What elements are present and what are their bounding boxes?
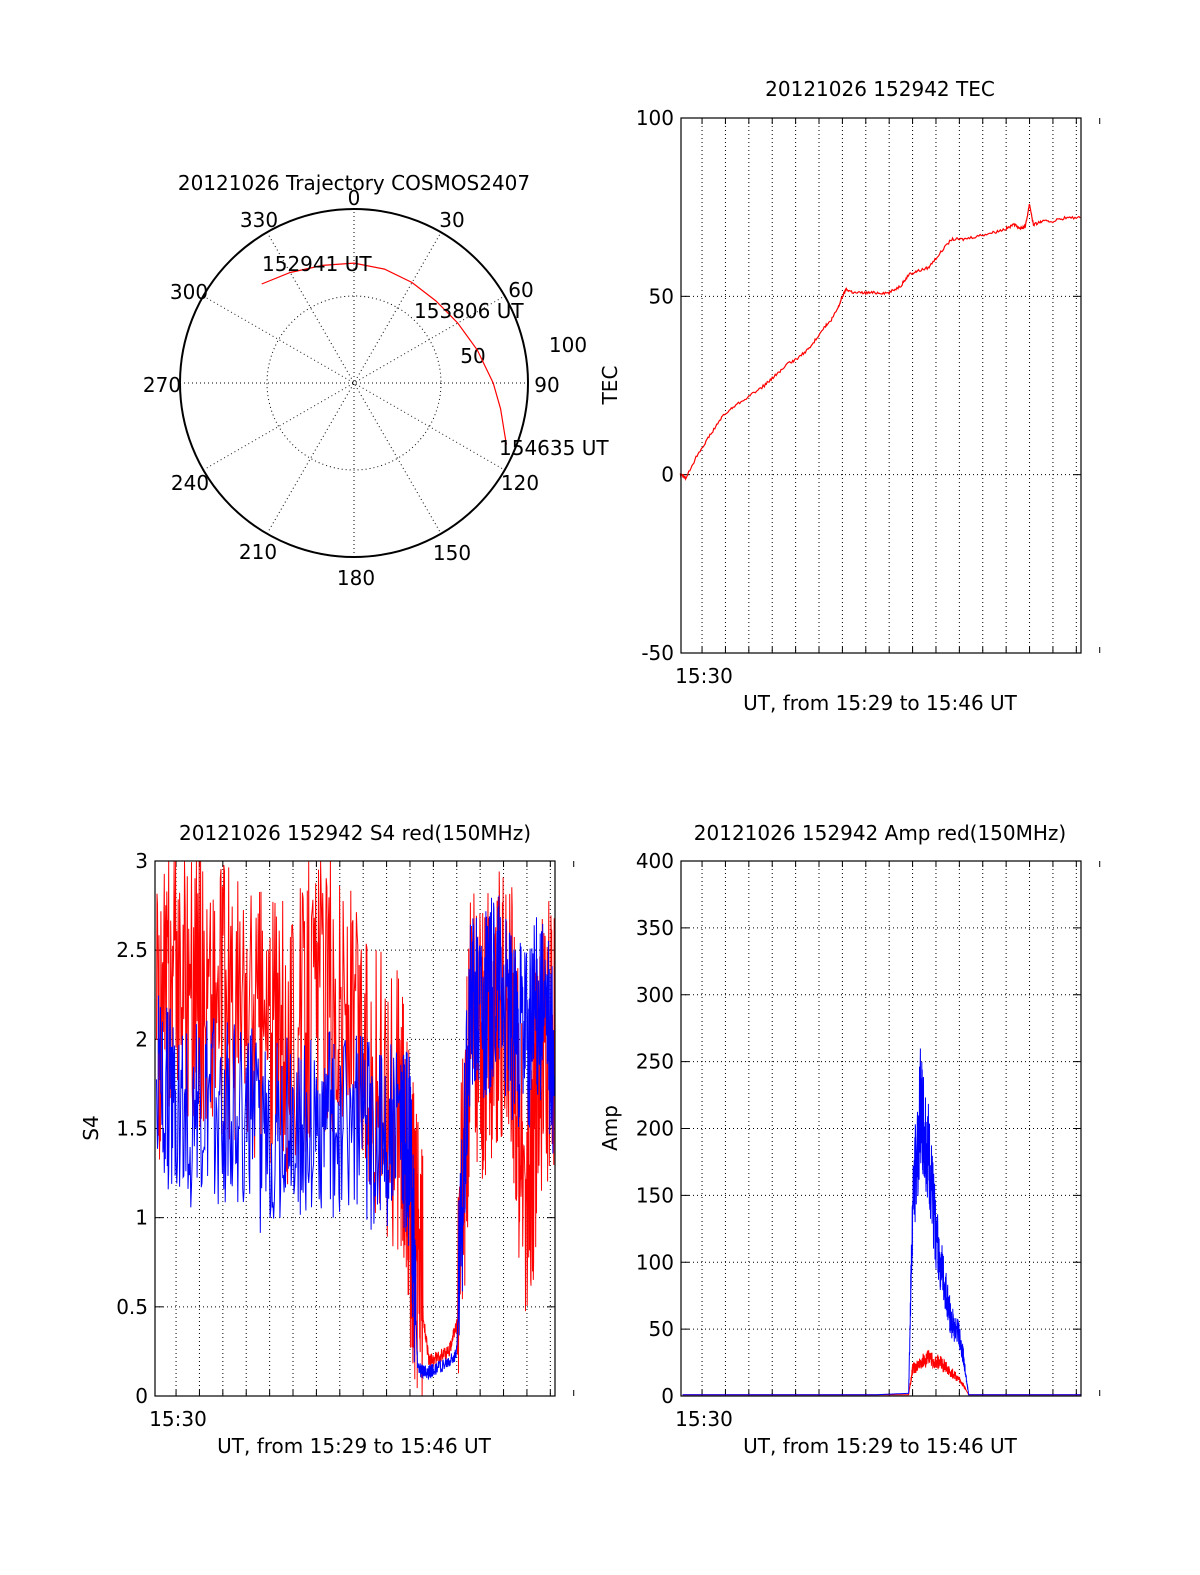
s4-xlabel: UT, from 15:29 to 15:46 UT	[217, 1434, 492, 1458]
satellite-track	[261, 262, 507, 445]
amp-series	[682, 1048, 1081, 1396]
polar-angle-label: 210	[239, 540, 277, 564]
s4-chart: 20121026 152942 S4 red(150MHz) 3 2.5 2 1.5 1…	[79, 821, 575, 1458]
tec-ytick-label: 100	[636, 106, 674, 130]
amp-xtick: 15:30	[675, 1407, 733, 1431]
amp-ytick-label: 50	[649, 1317, 674, 1341]
polar-angle-label: 150	[433, 541, 471, 565]
polar-angle-label: 180	[337, 566, 375, 590]
polar-angle-labels: 0 30 60 90 120 150 180 210 240 270 300 330	[143, 186, 560, 590]
s4-series-line	[156, 895, 556, 1380]
polar-angle-label: 0	[348, 186, 361, 210]
s4-ytick-label: 3	[135, 849, 148, 873]
amp-plot-frame	[680, 860, 1082, 1397]
s4-tick-labels: 3 2.5 2 1.5 1 0.5 0	[116, 849, 148, 1408]
polar-angle-label: 300	[170, 280, 208, 304]
amp-ytick-label: 400	[636, 849, 674, 873]
amp-tick-labels: 400 350 300 250 200 150 100 50 0	[636, 849, 674, 1408]
s4-ytick-label: 1	[135, 1206, 148, 1230]
amp-series-line	[682, 1048, 1081, 1396]
polar-angle-label: 240	[171, 471, 209, 495]
s4-title: 20121026 152942 S4 red(150MHz)	[179, 821, 531, 845]
tec-grid	[681, 117, 1101, 654]
polar-angle-label: 90	[534, 373, 559, 397]
s4-ytick-label: 0.5	[116, 1295, 148, 1319]
tec-plot-frame	[680, 117, 1082, 654]
track-label-start: 152941 UT	[262, 252, 372, 276]
s4-series	[156, 860, 556, 1397]
polar-angle-label: 120	[501, 471, 539, 495]
amp-ytick-label: 250	[636, 1050, 674, 1074]
amp-ytick-label: 100	[636, 1250, 674, 1274]
polar-angle-label: 60	[508, 278, 533, 302]
polar-angle-label: 30	[439, 208, 464, 232]
tec-ytick-label: -50	[641, 641, 674, 665]
polar-angle-label: 330	[240, 208, 278, 232]
radial-label-50: 50	[460, 344, 485, 368]
s4-ytick-label: 1.5	[116, 1117, 148, 1141]
amp-title: 20121026 152942 Amp red(150MHz)	[694, 821, 1066, 845]
s4-plot-frame	[154, 860, 556, 1397]
amp-ytick-label: 150	[636, 1183, 674, 1207]
s4-xtick: 15:30	[149, 1407, 207, 1431]
trajectory-title: 20121026 Trajectory COSMOS2407	[178, 171, 530, 195]
amp-ytick-label: 350	[636, 916, 674, 940]
tec-ytick-label: 0	[661, 463, 674, 487]
s4-ytick-label: 2.5	[116, 938, 148, 962]
amp-ytick-label: 0	[661, 1384, 674, 1408]
s4-ytick-label: 2	[135, 1027, 148, 1051]
trajectory-polar-chart: 20121026 Trajectory COSMOS2407 0 30 60 90 12…	[143, 171, 609, 590]
s4-ytick-label: 0	[135, 1384, 148, 1408]
tec-ylabel: TEC	[598, 366, 622, 406]
tec-xlabel: UT, from 15:29 to 15:46 UT	[743, 691, 1018, 715]
amp-series-line	[682, 1349, 1081, 1396]
polar-angle-label: 270	[143, 373, 181, 397]
track-label-end: 154635 UT	[499, 436, 609, 460]
amp-ytick-label: 200	[636, 1117, 674, 1141]
s4-ylabel: S4	[79, 1115, 103, 1140]
tec-series-line	[679, 203, 1081, 482]
amp-ytick-label: 300	[636, 983, 674, 1007]
amp-chart: 20121026 152942 Amp red(150MHz) 400 350 30…	[598, 821, 1101, 1458]
tec-xtick: 15:30	[675, 664, 733, 688]
tec-title: 20121026 152942 TEC	[765, 77, 995, 101]
amp-ylabel: Amp	[598, 1105, 622, 1151]
radial-label-100: 100	[549, 333, 587, 357]
amp-grid	[681, 860, 1101, 1397]
tec-tick-labels: 100 50 0 -50	[636, 106, 674, 665]
tec-ytick-label: 50	[649, 284, 674, 308]
track-label-mid: 153806 UT	[414, 299, 524, 323]
tec-series	[679, 203, 1081, 482]
amp-xlabel: UT, from 15:29 to 15:46 UT	[743, 1434, 1018, 1458]
